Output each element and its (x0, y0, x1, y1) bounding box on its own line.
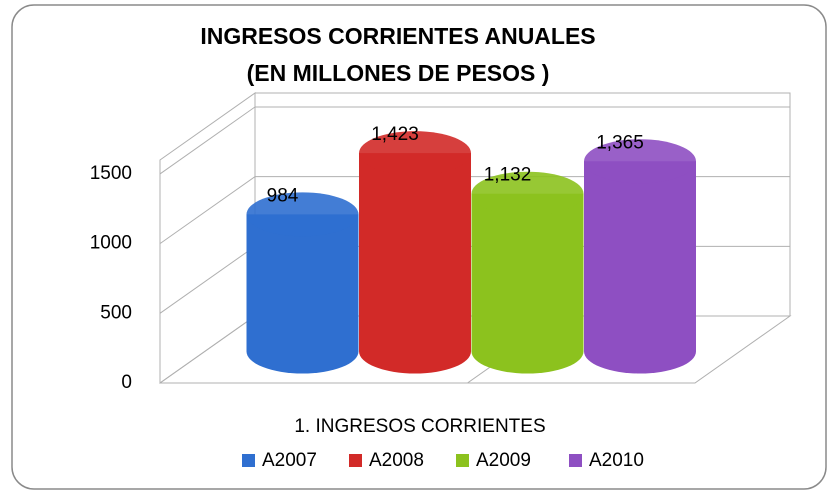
legend-label: A2008 (369, 450, 424, 471)
legend-swatch (456, 454, 469, 467)
legend-swatch (569, 454, 582, 467)
value-label: 1,132 (484, 165, 532, 186)
value-label: 1,423 (371, 124, 419, 145)
y-tick-label: 500 (100, 302, 132, 323)
cylinder-top (584, 139, 696, 184)
y-tick-label: 1000 (90, 233, 132, 254)
x-tick-label: 1. INGRESOS CORRIENTES (294, 416, 545, 437)
cylinder-top (359, 131, 471, 176)
value-label: 1,365 (596, 132, 644, 153)
chart-title: INGRESOS CORRIENTES ANUALES (200, 23, 595, 49)
cylinder-body (359, 153, 471, 374)
cylinder (471, 171, 584, 374)
cylinder-body (246, 214, 359, 374)
cylinder (246, 192, 359, 374)
cylinder (584, 139, 696, 374)
cylinder (359, 131, 471, 374)
value-label: 984 (267, 185, 299, 206)
cylinder-body (471, 193, 584, 374)
legend-swatch (242, 454, 255, 467)
cylinder-top (246, 192, 359, 237)
y-tick-label: 0 (121, 372, 132, 393)
chart-subtitle: (EN MILLONES DE PESOS ) (247, 60, 550, 86)
y-tick-label: 1500 (90, 163, 132, 184)
cylinder-body (584, 161, 696, 374)
back-wall (255, 92, 791, 316)
cylinder-top (471, 171, 584, 216)
legend-label: A2009 (476, 450, 531, 471)
grid-line (159, 106, 790, 175)
legend-swatch (349, 454, 362, 467)
legend-label: A2007 (262, 450, 317, 471)
legend-label: A2010 (589, 450, 644, 471)
